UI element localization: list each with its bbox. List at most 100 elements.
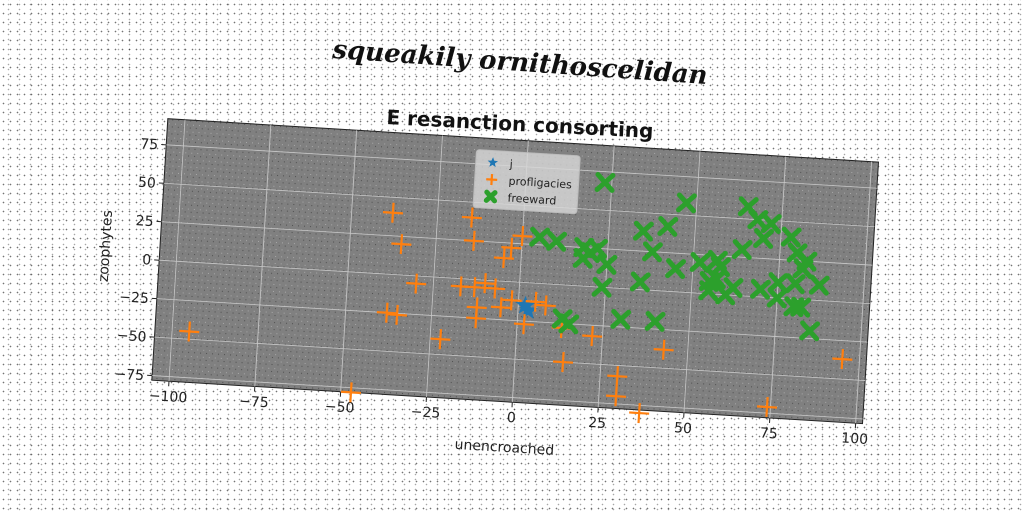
data-point-profligacies bbox=[653, 339, 674, 360]
y-tick-label: 0 bbox=[142, 252, 152, 269]
y-tick-label: 25 bbox=[135, 213, 154, 230]
data-point-freeward bbox=[665, 258, 686, 280]
data-point-profligacies bbox=[607, 366, 628, 387]
data-point-freeward bbox=[644, 310, 666, 332]
x-tick-label: −75 bbox=[239, 394, 269, 412]
legend-box bbox=[472, 149, 581, 215]
data-point-profligacies bbox=[490, 297, 511, 318]
x-tick-label: 75 bbox=[759, 425, 778, 442]
data-point-profligacies bbox=[513, 314, 535, 335]
data-points bbox=[179, 172, 853, 424]
data-point-freeward bbox=[632, 220, 654, 242]
data-point-freeward bbox=[799, 320, 821, 342]
y-tick-label: −25 bbox=[119, 289, 149, 307]
data-point-profligacies bbox=[382, 202, 403, 223]
data-point-profligacies bbox=[501, 290, 522, 311]
x-tick-label: −100 bbox=[148, 388, 187, 406]
data-point-freeward bbox=[629, 271, 651, 293]
data-point-freeward bbox=[767, 272, 789, 294]
plot-speckle bbox=[151, 118, 879, 424]
legend-label: freeward bbox=[507, 192, 556, 208]
data-point-profligacies bbox=[512, 226, 533, 247]
data-point-profligacies bbox=[464, 277, 485, 298]
grid-line-x bbox=[683, 151, 701, 413]
legend-marker-freeward bbox=[483, 189, 498, 204]
data-point-freeward bbox=[642, 241, 663, 263]
data-point-j bbox=[515, 295, 535, 315]
data-point-profligacies bbox=[386, 304, 408, 325]
data-point-profligacies bbox=[461, 207, 482, 228]
x-tick-label: −25 bbox=[410, 404, 440, 422]
grid-line-x bbox=[168, 119, 186, 382]
data-point-freeward bbox=[594, 172, 616, 193]
data-point-profligacies bbox=[525, 291, 546, 312]
grid-line-y bbox=[154, 336, 866, 381]
y-tick-label: 75 bbox=[140, 136, 159, 153]
data-point-profligacies bbox=[466, 308, 487, 329]
data-point-freeward bbox=[529, 226, 551, 248]
data-point-freeward bbox=[766, 287, 788, 309]
grid-line-x bbox=[340, 130, 358, 392]
data-point-freeward bbox=[760, 213, 782, 234]
grid-line-x bbox=[769, 156, 787, 419]
data-point-profligacies bbox=[493, 248, 514, 269]
grid-line-x bbox=[254, 124, 272, 387]
data-point-profligacies bbox=[629, 403, 650, 424]
data-point-freeward bbox=[689, 251, 711, 273]
data-point-profligacies bbox=[535, 295, 556, 316]
data-point-freeward bbox=[749, 278, 771, 300]
y-tick-label: 50 bbox=[138, 175, 157, 192]
data-point-freeward bbox=[596, 253, 618, 275]
data-point-profligacies bbox=[501, 237, 522, 258]
data-point-profligacies bbox=[340, 382, 361, 403]
data-point-profligacies bbox=[463, 230, 484, 251]
data-point-freeward bbox=[676, 192, 697, 214]
x-tick-label: 50 bbox=[674, 420, 693, 437]
data-point-freeward bbox=[587, 237, 608, 259]
data-point-freeward bbox=[784, 273, 806, 295]
legend-marker-j bbox=[487, 157, 499, 168]
x-axis-label: unencroached bbox=[454, 437, 554, 459]
data-point-profligacies bbox=[832, 349, 853, 370]
y-tick-label: −75 bbox=[114, 366, 144, 384]
data-point-profligacies bbox=[179, 321, 200, 342]
data-point-freeward bbox=[790, 296, 812, 318]
data-point-freeward bbox=[610, 308, 632, 330]
y-tick-label: −50 bbox=[116, 328, 146, 346]
data-point-freeward bbox=[808, 274, 830, 296]
grid-line-x bbox=[855, 161, 873, 424]
y-axis-label: zoophytes bbox=[96, 210, 116, 283]
data-point-freeward bbox=[591, 276, 613, 298]
y-axis-ticks: −75 −50 −25 0 25 50 75 bbox=[114, 136, 167, 384]
data-point-profligacies bbox=[582, 326, 603, 347]
grid-line-y bbox=[156, 298, 868, 343]
x-tick-label: 0 bbox=[506, 410, 516, 427]
legend-label: j bbox=[508, 158, 513, 171]
data-point-freeward bbox=[558, 313, 580, 335]
data-point-profligacies bbox=[606, 386, 627, 407]
data-point-profligacies bbox=[430, 329, 451, 350]
data-point-freeward bbox=[753, 228, 774, 249]
data-point-profligacies bbox=[485, 278, 506, 299]
data-point-freeward bbox=[657, 216, 679, 237]
data-point-profligacies bbox=[552, 352, 574, 373]
data-point-freeward bbox=[796, 250, 818, 272]
data-point-freeward bbox=[780, 226, 802, 248]
data-point-profligacies bbox=[391, 234, 412, 255]
x-axis-ticks: −100 −75 −50 −25 0 25 50 75 100 bbox=[148, 381, 868, 448]
grid-line-x bbox=[426, 135, 443, 398]
grid-line-y bbox=[152, 375, 863, 420]
data-point-freeward bbox=[546, 230, 568, 252]
grid-line-y bbox=[161, 221, 873, 266]
legend-label: profligacies bbox=[508, 175, 572, 192]
data-point-profligacies bbox=[756, 396, 778, 418]
data-point-profligacies bbox=[376, 302, 397, 323]
data-point-profligacies bbox=[406, 273, 427, 294]
plot-area-group: −100 −75 −50 −25 0 25 50 75 100 −75−50−250255075… bbox=[96, 118, 880, 459]
data-point-profligacies bbox=[475, 273, 496, 294]
data-point-freeward bbox=[722, 277, 744, 299]
data-point-freeward bbox=[710, 256, 731, 278]
